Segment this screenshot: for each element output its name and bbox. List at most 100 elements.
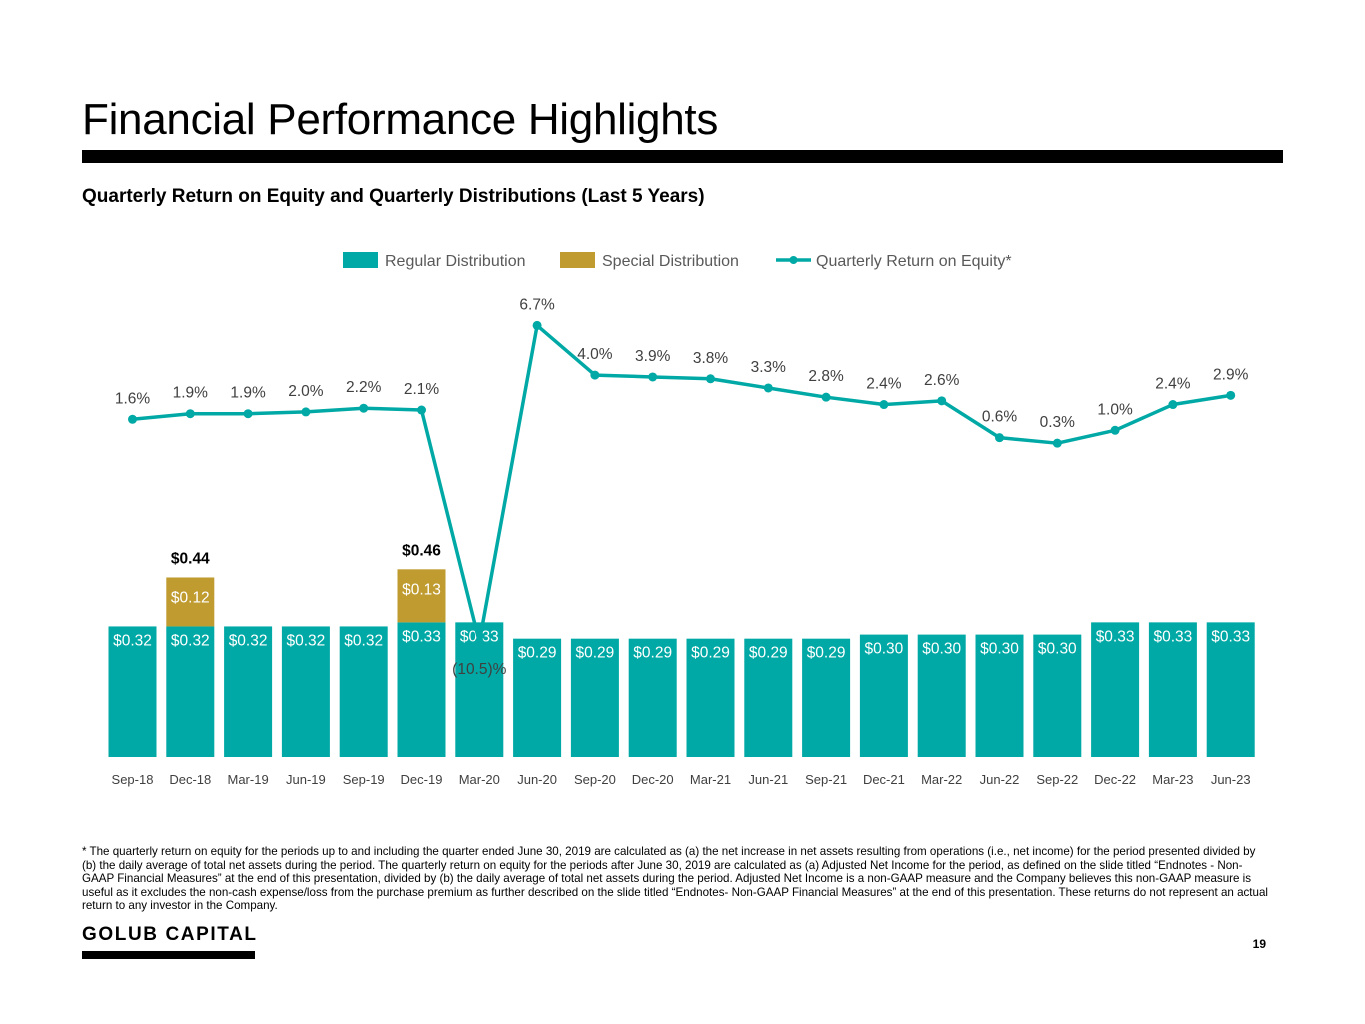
- bar-special: [397, 569, 446, 623]
- title-rule: [82, 150, 1283, 163]
- bar-label-regular: $0.33: [1096, 628, 1135, 645]
- bar-total-label: $0.46: [402, 542, 441, 559]
- bar-regular: [1091, 622, 1140, 757]
- roe-point: [359, 403, 369, 413]
- x-tick-label: Jun-19: [286, 772, 326, 787]
- roe-label: 6.7%: [519, 296, 555, 313]
- bar-regular: [975, 634, 1024, 757]
- roe-label: 2.4%: [1155, 376, 1191, 393]
- bar-regular: [1033, 634, 1082, 757]
- roe-label: 1.6%: [115, 390, 151, 407]
- bar-regular: [1206, 622, 1255, 757]
- x-tick-label: Jun-23: [1211, 772, 1251, 787]
- roe-label: 3.3%: [751, 359, 787, 376]
- roe-label: 1.9%: [230, 385, 266, 402]
- x-tick-label: Jun-22: [980, 772, 1020, 787]
- bar-regular: [744, 638, 793, 757]
- roe-label: 2.1%: [404, 381, 440, 398]
- roe-label: 2.8%: [808, 368, 844, 385]
- roe-label: 3.8%: [693, 350, 729, 367]
- x-tick-label: Mar-22: [921, 772, 962, 787]
- bar-regular: [108, 626, 157, 757]
- bar-label-regular: $0.32: [171, 632, 210, 649]
- bar-series: $0.32 $0.32 $0.12 $0.44 $0.32 $0.32 $0.32 $0.33…: [108, 542, 1255, 757]
- roe-label: 2.6%: [924, 372, 960, 389]
- bar-label-regular: $0.30: [865, 641, 904, 658]
- bar-label-regular: $0.33: [1211, 628, 1250, 645]
- x-tick-label: Jun-20: [517, 772, 557, 787]
- legend-label-2: Quarterly Return on Equity*: [816, 253, 1012, 270]
- roe-point: [128, 414, 137, 424]
- bar-label-regular: $0.32: [287, 632, 326, 649]
- roe-label: 2.9%: [1213, 366, 1249, 383]
- legend-swatch-0: [343, 252, 378, 268]
- x-tick-label: Dec-18: [169, 772, 211, 787]
- roe-label: 0.3%: [1040, 414, 1076, 431]
- roe-point: [301, 407, 311, 417]
- bar-regular: [281, 626, 330, 757]
- chart-legend: Regular Distribution Special Distribution…: [343, 252, 1012, 270]
- roe-label: 2.2%: [346, 379, 382, 396]
- roe-label: 1.9%: [173, 385, 209, 402]
- bar-label-regular: $0.29: [518, 645, 557, 662]
- roe-point: [1226, 390, 1236, 400]
- roe-label: 2.4%: [866, 376, 902, 393]
- roe-point: [474, 637, 484, 647]
- bar-regular: [397, 622, 446, 757]
- x-tick-label: Jun-21: [748, 772, 788, 787]
- roe-point: [821, 392, 831, 402]
- x-tick-label: Mar-20: [459, 772, 500, 787]
- bar-regular: [570, 638, 619, 757]
- bar-regular: [859, 634, 908, 757]
- x-tick-label: Sep-22: [1036, 772, 1078, 787]
- legend-label-0: Regular Distribution: [385, 253, 526, 270]
- roe-line: [132, 323, 1231, 644]
- roe-label: 0.6%: [982, 409, 1018, 426]
- bar-label-special: $0.13: [402, 581, 441, 598]
- bar-label-special: $0.12: [171, 589, 210, 606]
- x-tick-label: Sep-21: [805, 772, 847, 787]
- x-tick-label: Sep-18: [112, 772, 154, 787]
- bar-regular: [166, 626, 215, 757]
- combo-chart: Regular Distribution Special Distribution…: [108, 252, 1255, 787]
- line-series: 1.6% 1.9% 1.9% 2.0% 2.2% 2.1% (10.5)% 6.7% 4.0% 3…: [115, 296, 1249, 677]
- roe-point: [763, 383, 773, 393]
- roe-point: [1168, 400, 1178, 410]
- x-tick-label: Mar-21: [690, 772, 731, 787]
- x-tick-label: Mar-19: [228, 772, 269, 787]
- roe-label: 3.9%: [635, 348, 671, 365]
- roe-point: [648, 372, 658, 382]
- roe-point: [417, 405, 426, 415]
- roe-label: 4.0%: [577, 346, 613, 363]
- bar-label-regular: $0.29: [633, 645, 672, 662]
- x-tick-label: Dec-19: [401, 772, 443, 787]
- roe-point: [243, 409, 253, 419]
- x-axis: Sep-18 Dec-18 Mar-19 Jun-19 Sep-19 Dec-19 Mar-…: [112, 772, 1251, 787]
- bar-regular: [686, 638, 735, 757]
- bar-label-regular: $0.33: [1154, 628, 1193, 645]
- roe-point: [590, 370, 600, 380]
- x-tick-label: Sep-20: [574, 772, 616, 787]
- roe-point: [185, 409, 195, 419]
- roe-point: [1110, 425, 1120, 435]
- bar-label-regular: $0.29: [749, 645, 788, 662]
- bar-label-regular: $0.30: [1038, 641, 1077, 658]
- x-tick-label: Sep-19: [343, 772, 385, 787]
- x-tick-label: Mar-23: [1152, 772, 1193, 787]
- roe-point: [532, 320, 542, 330]
- bar-regular: [339, 626, 388, 757]
- roe-label: 1.0%: [1097, 401, 1133, 418]
- legend-marker-2: [789, 256, 798, 264]
- x-tick-label: Dec-20: [632, 772, 674, 787]
- brand-logo-text: GOLUB CAPITAL: [82, 924, 258, 945]
- bar-label-regular: $0.33: [402, 628, 441, 645]
- bar-label-regular: $0.32: [113, 632, 152, 649]
- footnote: * The quarterly return on equity for the…: [82, 845, 1269, 913]
- roe-point: [995, 433, 1004, 443]
- bar-label-regular: $0.29: [807, 645, 846, 662]
- bar-label-regular: $0.32: [344, 632, 383, 649]
- legend-swatch-1: [560, 252, 595, 268]
- x-tick-label: Dec-21: [863, 772, 905, 787]
- bar-label-regular: $0.29: [691, 645, 730, 662]
- roe-point: [937, 396, 947, 406]
